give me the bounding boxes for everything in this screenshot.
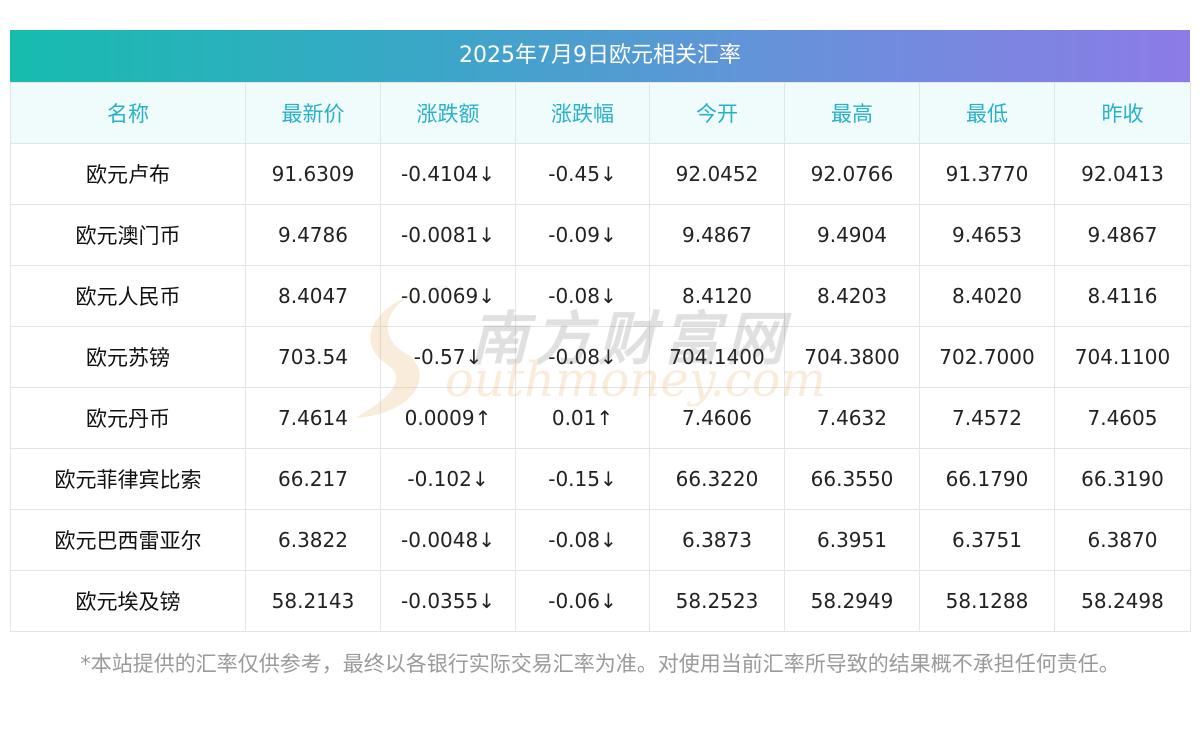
cell-change-pct: 0.01↑	[515, 387, 650, 449]
cell-latest: 66.217	[245, 448, 381, 510]
header-low: 最低	[919, 82, 1055, 144]
table-row: 欧元人民币 8.4047 -0.0069↓ -0.08↓ 8.4120 8.4203 8.4…	[10, 265, 1191, 327]
cell-open: 66.3220	[649, 448, 785, 510]
cell-prev-close: 6.3870	[1054, 509, 1191, 571]
table-row: 欧元巴西雷亚尔 6.3822 -0.0048↓ -0.08↓ 6.3873 6.3951 6…	[10, 509, 1191, 571]
cell-change: -0.0355↓	[380, 570, 516, 632]
header-change: 涨跌额	[380, 82, 516, 144]
cell-high: 58.2949	[784, 570, 920, 632]
header-name: 名称	[10, 82, 246, 144]
header-open: 今开	[649, 82, 785, 144]
table-row: 欧元丹币 7.4614 0.0009↑ 0.01↑ 7.4606 7.4632 7.4572…	[10, 387, 1191, 449]
cell-change-pct: -0.08↓	[515, 265, 650, 327]
cell-change: -0.0048↓	[380, 509, 516, 571]
cell-open: 6.3873	[649, 509, 785, 571]
cell-low: 702.7000	[919, 326, 1055, 388]
exchange-rate-table: 名称 最新价 涨跌额 涨跌幅 今开 最高 最低 昨收 欧元卢布 91.6309 -0…	[10, 82, 1191, 632]
cell-open: 58.2523	[649, 570, 785, 632]
cell-low: 8.4020	[919, 265, 1055, 327]
table-body: 欧元卢布 91.6309 -0.4104↓ -0.45↓ 92.0452 92.0766 9…	[10, 143, 1191, 632]
cell-low: 6.3751	[919, 509, 1055, 571]
header-high: 最高	[784, 82, 920, 144]
cell-change-pct: -0.08↓	[515, 509, 650, 571]
cell-high: 66.3550	[784, 448, 920, 510]
cell-prev-close: 92.0413	[1054, 143, 1191, 205]
cell-change-pct: -0.45↓	[515, 143, 650, 205]
cell-latest: 6.3822	[245, 509, 381, 571]
disclaimer-text: *本站提供的汇率仅供参考，最终以各银行实际交易汇率为准。对使用当前汇率所导致的结…	[80, 652, 1120, 676]
table-title: 2025年7月9日欧元相关汇率	[10, 30, 1190, 82]
cell-high: 9.4904	[784, 204, 920, 266]
cell-change: 0.0009↑	[380, 387, 516, 449]
cell-prev-close: 58.2498	[1054, 570, 1191, 632]
cell-change: -0.4104↓	[380, 143, 516, 205]
cell-low: 58.1288	[919, 570, 1055, 632]
table-row: 欧元澳门币 9.4786 -0.0081↓ -0.09↓ 9.4867 9.4904 9.4…	[10, 204, 1191, 266]
table-row: 欧元菲律宾比索 66.217 -0.102↓ -0.15↓ 66.3220 66.3550…	[10, 448, 1191, 510]
cell-latest: 91.6309	[245, 143, 381, 205]
cell-change: -0.102↓	[380, 448, 516, 510]
cell-low: 66.1790	[919, 448, 1055, 510]
cell-low: 9.4653	[919, 204, 1055, 266]
table-row: 欧元埃及镑 58.2143 -0.0355↓ -0.06↓ 58.2523 58.2949…	[10, 570, 1191, 632]
header-latest: 最新价	[245, 82, 381, 144]
cell-name: 欧元埃及镑	[10, 570, 246, 632]
cell-change-pct: -0.15↓	[515, 448, 650, 510]
cell-name: 欧元人民币	[10, 265, 246, 327]
cell-name: 欧元卢布	[10, 143, 246, 205]
cell-high: 704.3800	[784, 326, 920, 388]
cell-prev-close: 7.4605	[1054, 387, 1191, 449]
cell-change-pct: -0.06↓	[515, 570, 650, 632]
cell-name: 欧元澳门币	[10, 204, 246, 266]
header-change-pct: 涨跌幅	[515, 82, 650, 144]
header-prev-close: 昨收	[1054, 82, 1191, 144]
cell-low: 91.3770	[919, 143, 1055, 205]
cell-latest: 8.4047	[245, 265, 381, 327]
cell-high: 6.3951	[784, 509, 920, 571]
cell-latest: 703.54	[245, 326, 381, 388]
cell-prev-close: 8.4116	[1054, 265, 1191, 327]
table-row: 欧元苏镑 703.54 -0.57↓ -0.08↓ 704.1400 704.3800 70…	[10, 326, 1191, 388]
cell-prev-close: 9.4867	[1054, 204, 1191, 266]
cell-open: 704.1400	[649, 326, 785, 388]
cell-latest: 7.4614	[245, 387, 381, 449]
cell-prev-close: 704.1100	[1054, 326, 1191, 388]
cell-open: 8.4120	[649, 265, 785, 327]
cell-high: 8.4203	[784, 265, 920, 327]
cell-open: 92.0452	[649, 143, 785, 205]
cell-latest: 58.2143	[245, 570, 381, 632]
cell-name: 欧元巴西雷亚尔	[10, 509, 246, 571]
cell-change: -0.0081↓	[380, 204, 516, 266]
cell-change-pct: -0.09↓	[515, 204, 650, 266]
exchange-rate-card: 2025年7月9日欧元相关汇率 名称 最新价 涨跌额 涨跌幅 今开 最高 最低 …	[10, 30, 1191, 632]
cell-prev-close: 66.3190	[1054, 448, 1191, 510]
cell-high: 92.0766	[784, 143, 920, 205]
cell-change: -0.0069↓	[380, 265, 516, 327]
cell-name: 欧元菲律宾比索	[10, 448, 246, 510]
cell-change: -0.57↓	[380, 326, 516, 388]
cell-open: 7.4606	[649, 387, 785, 449]
cell-name: 欧元丹币	[10, 387, 246, 449]
cell-open: 9.4867	[649, 204, 785, 266]
cell-latest: 9.4786	[245, 204, 381, 266]
cell-low: 7.4572	[919, 387, 1055, 449]
table-header-row: 名称 最新价 涨跌额 涨跌幅 今开 最高 最低 昨收	[10, 82, 1191, 144]
table-row: 欧元卢布 91.6309 -0.4104↓ -0.45↓ 92.0452 92.0766 9…	[10, 143, 1191, 205]
cell-change-pct: -0.08↓	[515, 326, 650, 388]
cell-high: 7.4632	[784, 387, 920, 449]
cell-name: 欧元苏镑	[10, 326, 246, 388]
